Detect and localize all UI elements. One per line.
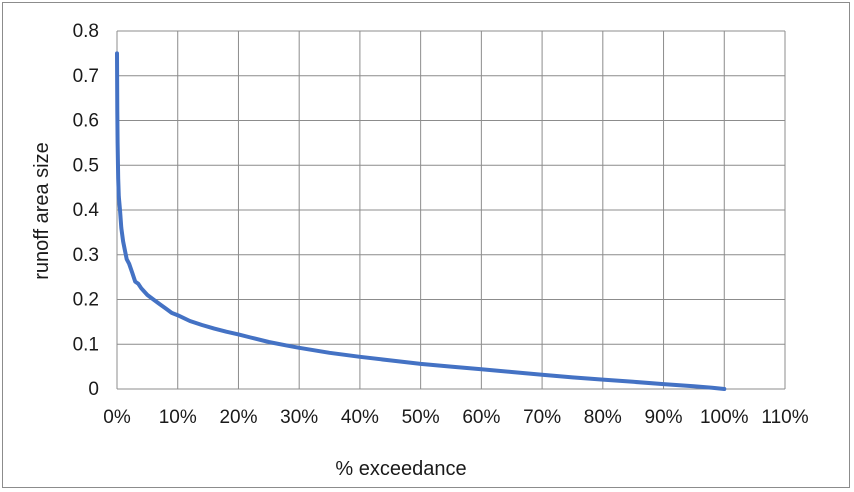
y-axis-title: runoff area size bbox=[31, 142, 53, 280]
x-tick-label: 70% bbox=[523, 407, 561, 428]
x-tick-label: 0% bbox=[103, 407, 131, 428]
series-layer bbox=[115, 51, 727, 391]
y-tick-label: 0.1 bbox=[73, 334, 99, 355]
y-tick-label: 0 bbox=[88, 379, 99, 400]
gridlines bbox=[116, 30, 786, 390]
y-tick-label: 0.7 bbox=[73, 66, 99, 87]
x-tick-label: 110% bbox=[761, 407, 808, 428]
y-tick-label: 0.3 bbox=[73, 245, 99, 266]
y-tick-label: 0.2 bbox=[73, 290, 99, 311]
y-tick-label: 0.4 bbox=[73, 200, 100, 221]
y-tick-label: 0.8 bbox=[73, 21, 99, 42]
x-tick-label: 30% bbox=[280, 407, 318, 428]
x-tick-label: 60% bbox=[462, 407, 500, 428]
x-axis-tick-labels: 0% 10% 20% 30% 40% 50% 60% 70% 80% 90% 100% 110% bbox=[103, 407, 808, 428]
x-tick-label: 40% bbox=[341, 407, 379, 428]
x-tick-label: 100% bbox=[700, 407, 749, 428]
x-tick-label: 10% bbox=[159, 407, 197, 428]
y-tick-label: 0.6 bbox=[73, 111, 99, 132]
x-tick-label: 90% bbox=[645, 407, 683, 428]
x-tick-label: 50% bbox=[402, 407, 440, 428]
series-line bbox=[115, 51, 727, 391]
x-axis-title: % exceedance bbox=[335, 458, 466, 480]
x-tick-label: 20% bbox=[219, 407, 257, 428]
y-tick-label: 0.5 bbox=[73, 155, 99, 176]
y-axis-tick-labels: 0 0.1 0.2 0.3 0.4 0.5 0.6 0.7 0.8 bbox=[73, 21, 100, 400]
x-tick-label: 80% bbox=[584, 407, 622, 428]
line-chart: 0% 10% 20% 30% 40% 50% 60% 70% 80% 90% 100% 110% 00… bbox=[31, 21, 809, 480]
